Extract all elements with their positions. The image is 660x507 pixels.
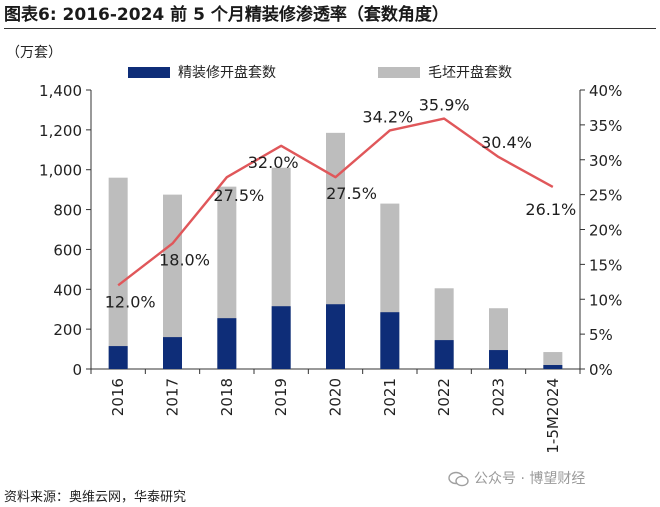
y2-tick-label: 15% [589,256,622,274]
chart-title: 图表6: 2016-2024 前 5 个月精装修渗透率（套数角度） [4,2,656,29]
x-tick-label: 2023 [490,378,508,416]
x-tick-label: 2020 [327,378,345,416]
bar-rough [543,352,563,369]
rate-data-label: 26.1% [525,200,576,219]
watermark-text: 公众号 · 博望财经 [474,471,586,487]
legend: 精装修开盘套数 毛坯开盘套数 [128,64,512,81]
bar-decorated [489,350,508,369]
x-tick-label: 2022 [435,378,453,416]
rate-data-label: 30.4% [481,133,532,152]
y2-tick-label: 30% [589,152,622,170]
bar-decorated [326,304,345,369]
legend-swatch-decorated [128,67,170,78]
bar-decorated [217,318,237,369]
y-tick-label: 1,200 [39,122,82,140]
legend-swatch-rough [378,67,420,78]
bars [108,132,563,369]
bar-decorated [543,365,563,369]
y2-tick-label: 5% [589,326,613,344]
x-tick-label: 2019 [272,378,290,416]
rate-series-line [117,117,554,287]
x-tick-label: 2017 [164,378,182,416]
source-note: 资料来源：奥维云网，华泰研究 [4,490,187,505]
watermark: 公众号 · 博望财经 [448,468,585,488]
bar-decorated [434,340,454,369]
legend-label-rough: 毛坯开盘套数 [428,64,512,81]
bar-decorated [163,337,182,369]
y2-tick-label: 0% [589,361,613,379]
rate-labels: 12.0% 18.0% 27.5% 32.0% 27.5% 34.2% 35.9% 30.4%… [105,96,576,312]
y-tick-label: 600 [53,241,82,259]
chart-area: （万套） 精装修开盘套数 毛坯开盘套数 0 200 400 600 800 1,000 1,… [6,45,622,454]
y-tick-label: 1,400 [39,82,82,100]
y2-tick-label: 40% [589,82,622,100]
bar-rough [108,177,128,369]
bar-decorated [108,346,128,369]
y2-tick-label: 35% [589,117,622,135]
rate-data-label: 27.5% [326,184,377,203]
y-tick-label: 400 [53,281,82,299]
y-tick-label: 200 [53,321,82,339]
x-tick-label: 2021 [381,378,399,416]
legend-label-decorated: 精装修开盘套数 [178,64,276,81]
x-tick-label: 2016 [109,378,127,416]
y-axis-unit-label: （万套） [6,45,62,61]
y2-tick-label: 25% [589,187,622,205]
rate-data-label: 18.0% [159,250,210,269]
bar-decorated [380,312,400,369]
y-tick-label: 1,000 [39,162,82,180]
y-tick-label: 800 [53,202,82,220]
axes: 0 200 400 600 800 1,000 1,200 1,400 0% 5% 10% 15% 20… [39,82,622,454]
rate-data-label: 34.2% [362,107,413,126]
rate-data-label: 27.5% [213,186,264,205]
rate-data-label: 32.0% [248,153,299,172]
x-tick-label: 1-5M2024 [544,378,562,454]
y-tick-label: 0 [72,361,82,379]
y2-tick-label: 20% [589,222,622,240]
rate-line [117,117,554,287]
rate-data-label: 35.9% [419,96,470,115]
bar-decorated [271,306,291,369]
y2-tick-label: 10% [589,291,622,309]
x-tick-label: 2018 [218,378,236,416]
wechat-icon [448,471,469,487]
rate-data-label: 12.0% [105,292,156,311]
